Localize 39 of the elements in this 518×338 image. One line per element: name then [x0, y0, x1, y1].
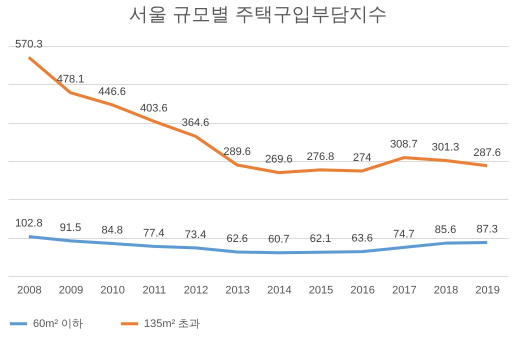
legend-label: 60m² 이하	[33, 318, 84, 330]
data-label: 308.7	[390, 138, 418, 151]
data-label: 73.4	[184, 228, 206, 241]
data-label: 62.1	[310, 233, 332, 246]
data-label: 62.6	[226, 233, 248, 246]
x-tick-label: 2008	[17, 284, 42, 296]
data-label: 478.1	[56, 74, 84, 86]
x-tick-label: 2017	[392, 284, 417, 296]
data-label: 60.7	[268, 234, 290, 246]
data-label: 289.6	[223, 146, 251, 158]
chart-title: 서울 규모별 주택구입부담지수	[129, 4, 387, 26]
data-label: 274	[352, 152, 372, 164]
data-label: 276.8	[306, 150, 334, 163]
data-label: 102.8	[15, 218, 43, 230]
data-label: 77.4	[143, 227, 165, 240]
x-tick-label: 2016	[350, 284, 375, 296]
data-label: 287.6	[473, 146, 501, 159]
data-label: 269.6	[265, 154, 293, 166]
x-tick-label: 2014	[267, 284, 292, 296]
x-tick-label: 2011	[142, 284, 166, 296]
data-label: 74.7	[393, 228, 415, 240]
x-tick-label: 2013	[225, 284, 250, 296]
data-label: 446.6	[98, 86, 126, 98]
data-label: 570.3	[15, 38, 43, 50]
data-label: 91.5	[60, 222, 82, 234]
x-tick-label: 2019	[475, 284, 500, 296]
x-tick-label: 2015	[308, 284, 334, 296]
data-label: 364.6	[182, 117, 210, 130]
x-tick-label: 2010	[100, 284, 125, 296]
data-label: 63.6	[351, 232, 373, 245]
data-label: 84.8	[101, 224, 123, 236]
legend-label: 135m² 초과	[144, 318, 200, 330]
data-label: 301.3	[432, 142, 460, 154]
data-label: 403.6	[140, 102, 168, 114]
x-tick-label: 2009	[58, 284, 84, 296]
x-tick-label: 2018	[434, 284, 458, 296]
data-label: 85.6	[434, 224, 456, 236]
x-tick-label: 2012	[184, 284, 208, 296]
data-label: 87.3	[476, 224, 498, 236]
